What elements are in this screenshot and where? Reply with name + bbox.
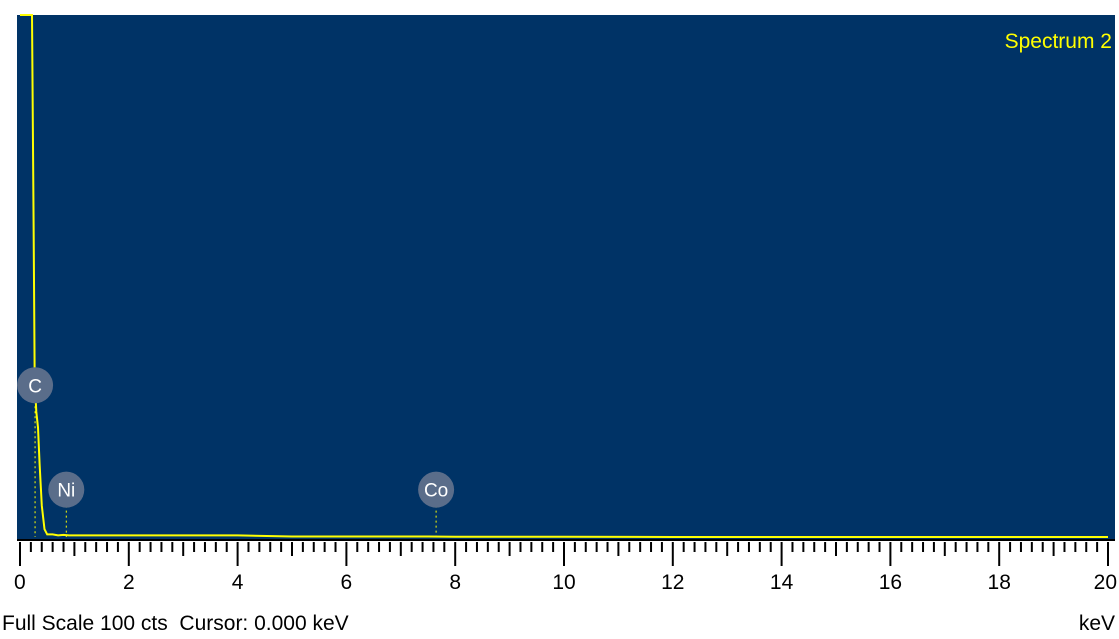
marker-label: Ni: [57, 481, 75, 502]
x-tick-label: 16: [879, 571, 902, 594]
x-tick-label: 20: [1094, 571, 1117, 594]
plot-area[interactable]: [17, 15, 1115, 539]
element-marker-c[interactable]: C: [17, 367, 54, 537]
x-tick-label: 18: [988, 571, 1011, 594]
marker-label: Co: [424, 481, 448, 502]
x-tick-label: 2: [123, 571, 135, 594]
element-marker-co[interactable]: Co: [418, 471, 455, 537]
status-bar: Full Scale 100 cts Cursor: 0.000 keV: [2, 612, 349, 636]
x-tick-label: 4: [232, 571, 244, 594]
spectrum-trace: [20, 14, 1108, 538]
x-tick-label: 0: [14, 571, 26, 594]
cursor-readout: Cursor: 0.000 keV: [179, 612, 349, 635]
full-scale-readout: Full Scale 100 cts: [2, 612, 168, 635]
x-tick-label: 14: [770, 571, 794, 594]
chart-title: Spectrum 2: [1005, 30, 1112, 53]
x-tick-label: 6: [341, 571, 353, 594]
x-tick-label: 12: [661, 571, 684, 594]
marker-circle: [418, 471, 455, 508]
marker-circle: [48, 471, 85, 508]
x-tick-label: 10: [552, 571, 575, 594]
x-axis-unit: keV: [1078, 612, 1115, 635]
marker-label: C: [28, 376, 42, 397]
x-tick-label: 8: [449, 571, 461, 594]
marker-circle: [17, 367, 54, 404]
element-marker-ni[interactable]: Ni: [48, 471, 85, 537]
